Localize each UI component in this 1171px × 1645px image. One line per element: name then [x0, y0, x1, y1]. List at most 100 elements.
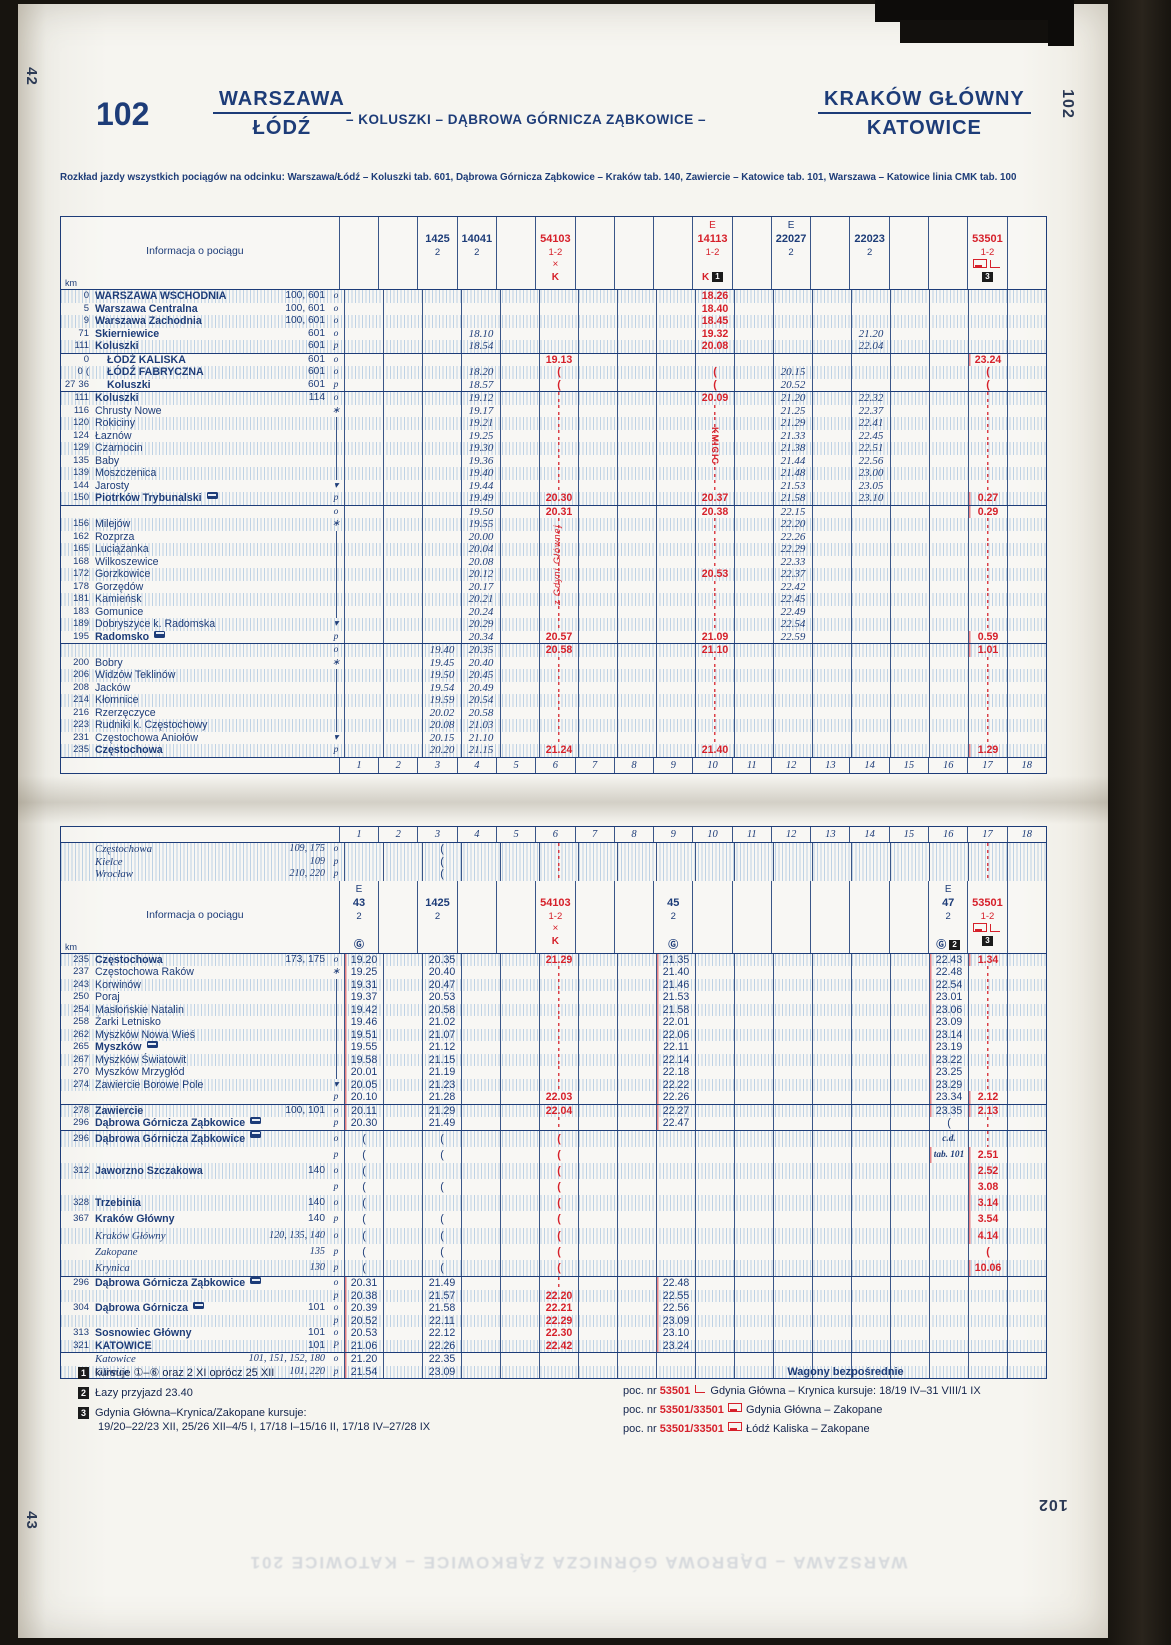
time-cell	[851, 1260, 890, 1277]
time-cell	[734, 1041, 773, 1054]
time-cell	[344, 404, 383, 417]
time-cell: 19.55	[344, 1041, 383, 1054]
time-cell	[773, 719, 812, 732]
time-cell	[383, 327, 422, 340]
station-name: Poraj	[95, 991, 120, 1003]
op-mark	[328, 694, 344, 707]
time-cell	[812, 1302, 851, 1315]
route-line	[335, 442, 337, 455]
op-mark	[328, 1003, 344, 1016]
through-route-dash	[968, 1117, 1007, 1130]
km-value: 231	[73, 731, 89, 743]
time-cell	[617, 1041, 656, 1054]
time-cell	[929, 719, 968, 732]
time-cell	[383, 1227, 422, 1244]
station-cell: Kraków Główny 120, 135, 140	[91, 1228, 328, 1244]
train-header-column	[888, 217, 928, 289]
station-cell: Widzów Teklinów	[91, 669, 328, 682]
time-cell	[695, 843, 734, 856]
time-cell	[422, 404, 461, 417]
time-cell	[851, 706, 890, 719]
time-cell	[500, 1053, 539, 1066]
station-cell: Myszków Nowa Wieś	[91, 1029, 328, 1042]
time-cell	[578, 1117, 617, 1130]
time-cell	[773, 302, 812, 315]
table-reference: 140	[308, 1213, 325, 1225]
through-route-dash	[539, 966, 578, 979]
rotated-train-name: z Gdyni Głównej	[552, 524, 562, 606]
train-class: 2	[434, 910, 441, 922]
train-footmarks	[418, 272, 456, 285]
time-cell	[773, 1041, 812, 1054]
footnote: 2 Łazy przyjazd 23.40	[78, 1387, 558, 1399]
train-header-column	[849, 880, 888, 953]
time-cell	[812, 1179, 851, 1196]
restaurant-icon: ×	[552, 922, 559, 934]
through-route-dash	[539, 694, 578, 707]
table-reference: 109, 175	[289, 843, 325, 854]
time-cell	[617, 492, 656, 505]
time-cell	[383, 353, 422, 366]
table-reference: 601	[308, 378, 325, 390]
station-cell: Zakopane 135	[91, 1244, 328, 1260]
train-header-column: 54103 1-2 × K	[535, 880, 574, 953]
time-cell: 3.54	[968, 1211, 1007, 1228]
station-name	[91, 1290, 95, 1303]
time-cell	[383, 315, 422, 328]
time-cell	[578, 568, 617, 581]
through-route-dash	[968, 681, 1007, 694]
through-route-dash	[968, 580, 1007, 593]
through-route-dash	[539, 618, 578, 631]
time-cell: 0.59	[968, 630, 1007, 643]
station-cell	[91, 1147, 328, 1163]
station-cell: Kłomnice	[91, 694, 328, 707]
time-cell	[1007, 1353, 1046, 1366]
time-cell: 23.24	[656, 1339, 695, 1353]
station-cell: Gomunice	[91, 606, 328, 619]
time-cell	[578, 404, 617, 417]
through-route-dash	[695, 479, 734, 492]
destination-stations: KRAKÓW GŁÓWNY KATOWICE	[818, 88, 1031, 140]
direct-cars-title: Wagony bezpośrednie	[787, 1366, 904, 1378]
footnote-badge: 2	[78, 1387, 89, 1399]
time-cell	[578, 1289, 617, 1303]
train-info-label-cell: Informacja o pociągu km	[61, 217, 339, 289]
time-cell	[734, 1066, 773, 1079]
station-name: Częstochowa	[95, 744, 163, 756]
time-cell	[656, 302, 695, 315]
through-route-dash	[539, 731, 578, 744]
time-cell	[344, 479, 383, 492]
time-cell	[695, 353, 734, 366]
station-cell: Dąbrowa Górnicza Ząbkowice	[91, 1130, 328, 1147]
time-cell	[344, 417, 383, 430]
station-cell: Rokiciny	[91, 417, 328, 430]
train-header-column	[613, 880, 653, 953]
km-value: 250	[73, 991, 89, 1002]
time-cell	[890, 353, 929, 366]
km-value	[61, 1228, 91, 1244]
time-cell	[617, 417, 656, 430]
station-row: 162 Rozprza 20.00 22.26	[61, 530, 1046, 543]
station-row: Zakopane 135 p((((	[61, 1243, 1046, 1260]
train-class: 1-2	[548, 910, 563, 922]
time-cell	[656, 656, 695, 669]
time-cell: (	[422, 843, 461, 856]
through-route-dash	[968, 1078, 1007, 1091]
time-cell	[344, 706, 383, 719]
time-cell	[968, 1353, 1007, 1366]
column-number: 8	[613, 757, 653, 773]
km-value: 235	[73, 744, 89, 755]
time-cell	[617, 1078, 656, 1091]
through-route-dash	[968, 694, 1007, 707]
station-row: Częstochowa 109, 175 o(	[61, 843, 1046, 856]
time-cell	[422, 605, 461, 618]
time-cell	[656, 555, 695, 568]
station-row: 27 36 Koluszki 601 p 18.57((20.52(	[61, 378, 1046, 392]
time-cell	[500, 555, 539, 568]
time-cell	[695, 1078, 734, 1091]
km-value: 270	[73, 1066, 89, 1077]
station-row: 312 Jaworzno Szczakowa 140 o((2.52	[61, 1162, 1046, 1180]
time-cell	[1007, 392, 1046, 405]
time-cell	[812, 1314, 851, 1328]
station-name	[91, 1315, 95, 1328]
